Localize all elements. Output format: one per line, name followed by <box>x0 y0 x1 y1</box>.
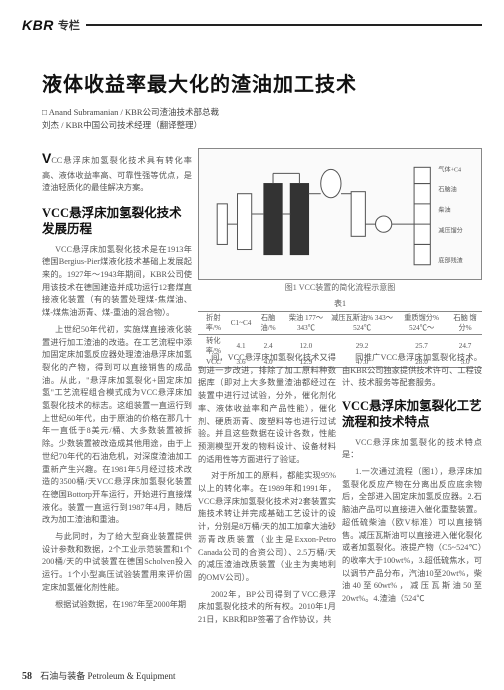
section-1-heading: VCC悬浮床加氢裂化技术发展历程 <box>42 205 192 238</box>
diagram-label-2: 石脑油 <box>438 186 456 194</box>
author-line-2: 刘杰 / KBR中国公司技术经理（翻译整理） <box>42 119 219 132</box>
diagram-label-4: 减压馏分 <box>438 226 462 234</box>
s3-p1: 同推广VCC悬浮床加氢裂化技术。由KBR公司独家提供技术许可、工程设计、技术服务… <box>342 352 482 390</box>
lead-paragraph: VCC悬浮床加氢裂化技术具有转化率高、液体收益率高、可靠性强等优点，是渣油轻质化… <box>42 148 192 195</box>
s3-p2: VCC悬浮床加氢裂化的技术特点是： <box>342 437 482 462</box>
header-bar: KBR 专栏 <box>22 18 482 32</box>
right-column: 同推广VCC悬浮床加氢裂化技术。由KBR公司独家提供技术许可、工程设计、技术服务… <box>342 352 482 610</box>
diagram-label-3: 柴油 <box>438 206 450 214</box>
lead-initial: V <box>42 150 51 166</box>
figure-caption: 图1 VCC装置的简化流程示意图 <box>198 282 482 293</box>
diagram-label-1: 气体+C4 <box>438 165 461 173</box>
s1-p4: 根据试验数据，在1987年至2000年期 <box>42 599 192 612</box>
table-caption: 表1 <box>198 298 482 309</box>
th-4: 减压瓦斯油% 343～524℃ <box>329 312 395 335</box>
article-title: 液体收益率最大化的渣油加工技术 <box>42 68 462 97</box>
header-kbr-logo: KBR <box>22 17 54 33</box>
middle-column: 间，VCC悬浮床加氢裂化技术又得到进一步改进，排除了加工原料种数据库（即对上大多… <box>198 352 336 631</box>
s1-p1: VCC悬浮床加氢裂化技术是在1913年德国Bergius-Pier煤液化技术基础… <box>42 244 192 320</box>
process-diagram: 气体+C4 石脑油 柴油 减压馏分 底部残渣 <box>198 148 482 280</box>
th-3: 柴油 177～343℃ <box>283 312 329 335</box>
th-6: 石脑 馏分% <box>448 312 482 335</box>
author-block: □ Anand Subramanian / KBR公司渣油技术部总裁 刘杰 / … <box>42 106 219 132</box>
s1-p2: 上世纪50年代初，实施煤直接液化装置进行加工渣油的改造。在工艺流程中添加固定床加… <box>42 324 192 527</box>
journal-name: 石油与装备 Petroleum & Equipment <box>40 671 175 681</box>
th-0: 折射 率/% <box>198 312 229 335</box>
body-area: VCC悬浮床加氢裂化技术具有转化率高、液体收益率高、可靠性强等优点，是渣油轻质化… <box>42 148 482 666</box>
diagram-label-5: 底部残渣 <box>438 257 462 265</box>
left-column: VCC悬浮床加氢裂化技术具有转化率高、液体收益率高、可靠性强等优点，是渣油轻质化… <box>42 148 192 615</box>
s2-p1: 间，VCC悬浮床加氢裂化技术又得到进一步改进，排除了加工原料种数据库（即对上大多… <box>198 352 336 466</box>
figure-zone: 气体+C4 石脑油 柴油 减压馏分 底部残渣 图1 VCC装置的简化流程示意图 … <box>198 148 482 344</box>
diagram-svg: 气体+C4 石脑油 柴油 减压馏分 底部残渣 <box>203 153 477 275</box>
s2-p2: 对于所加工的原料，都能实现95%以上的转化率。在1989年和1991年，VCC悬… <box>198 470 336 584</box>
page-number: 58 <box>22 671 32 682</box>
th-1: C1~C4 <box>229 312 254 335</box>
header-column-label: 专栏 <box>58 17 80 33</box>
s2-p3: 2002年，BP公司得到了VCC悬浮床加氢裂化技术的所有权。2010年1月21日… <box>198 589 336 627</box>
s1-p3: 与此同时，为了给大型商业装置提供设计参数和数据，2个工业示范装置和1个200桶/… <box>42 531 192 595</box>
lead-rest: CC悬浮床加氢裂化技术具有转化率高、液体收益率高、可靠性强等优点，是渣油轻质化的… <box>42 156 192 192</box>
s3-p3: 1.一次通过流程（图1），悬浮床加氢裂化反应产物在分离出反应底余物后，全部进入固… <box>342 466 482 606</box>
section-3-heading: VCC悬浮床加氢裂化工艺流程和技术特点 <box>342 398 482 431</box>
table-header-row: 折射 率/% C1~C4 石脑油/% 柴油 177～343℃ 减压瓦斯油% 34… <box>198 312 482 335</box>
page-footer: 58 石油与装备 Petroleum & Equipment <box>22 669 176 682</box>
header-rule <box>86 24 482 26</box>
th-2: 石脑油/% <box>253 312 282 335</box>
th-5: 重质馏分% 524℃～ <box>395 312 448 335</box>
author-line-1: □ Anand Subramanian / KBR公司渣油技术部总裁 <box>42 106 219 119</box>
